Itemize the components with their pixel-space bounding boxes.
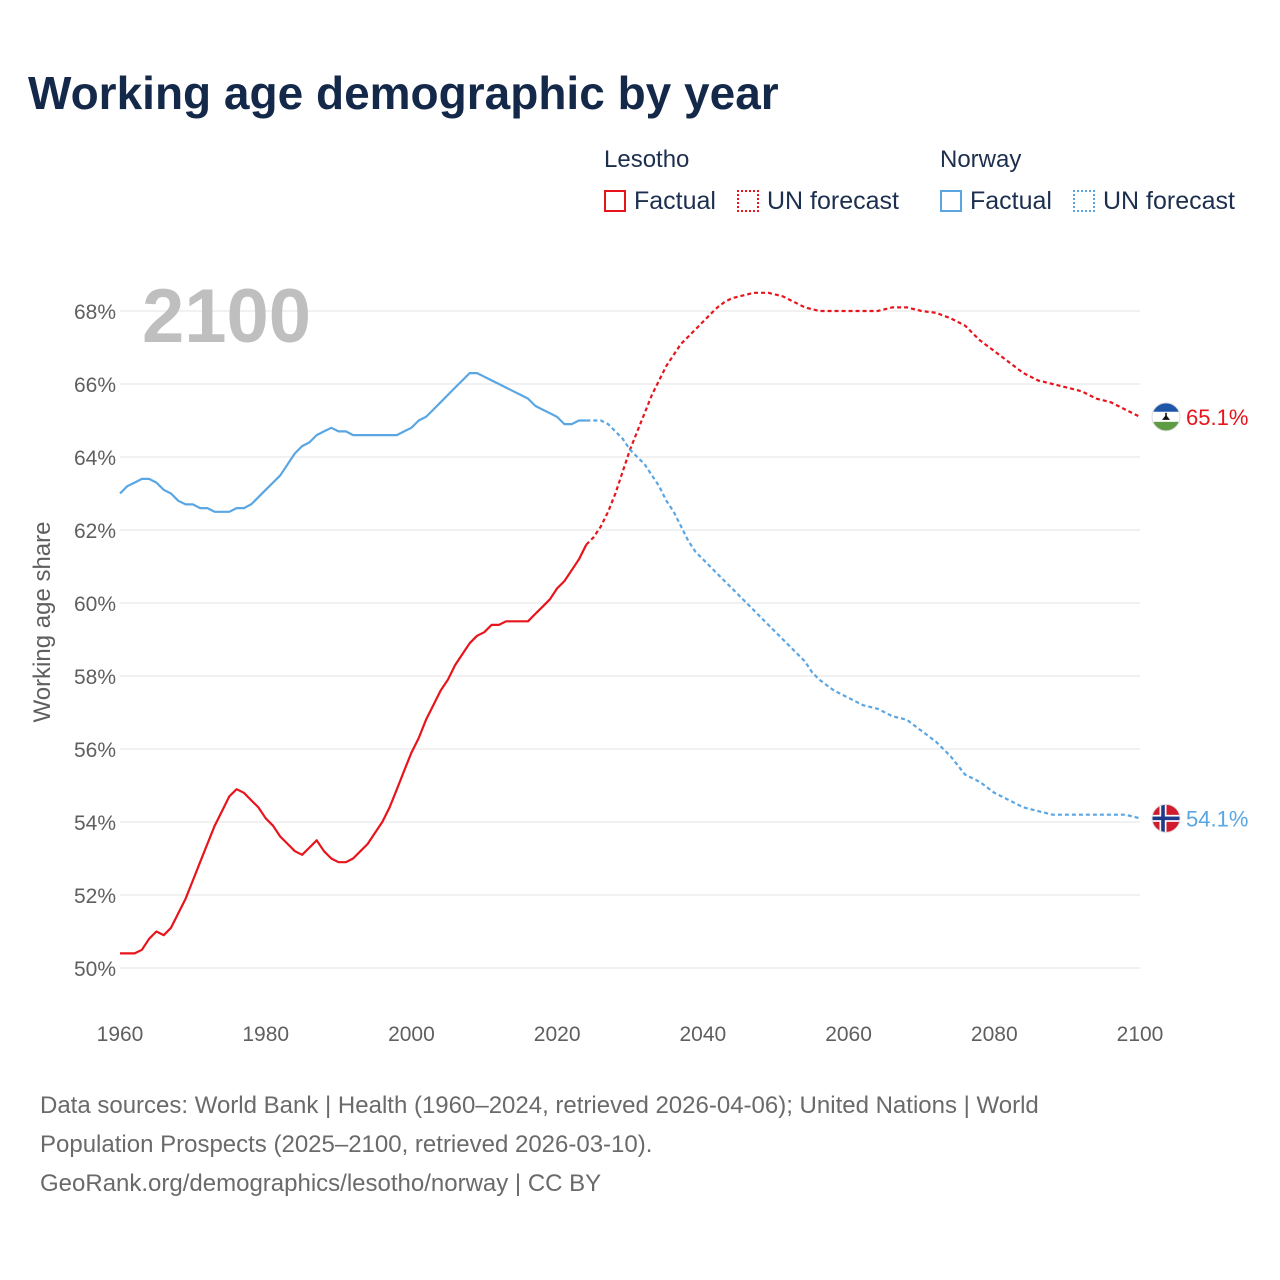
norway-end-label: 54.1% [1186,806,1248,831]
legend-lesotho-forecast[interactable]: UN forecast [737,186,899,216]
norway-factual-line[interactable] [119,372,587,513]
legend-swatch-dotted-icon [737,190,759,212]
y-tick-label: 54% [74,812,116,835]
legend-group-lesotho: Lesotho [604,146,690,173]
chart-title: Working age demographic by year [28,67,779,119]
y-axis-label: Working age share [29,522,56,723]
legend-norway-factual-label: Factual [970,186,1052,215]
legend-lesotho-factual-label: Factual [634,186,716,215]
lesotho-end-label: 65.1% [1186,405,1248,430]
y-tick-label: 68% [74,301,116,324]
footer: Data sources: World Bank | Health (1960–… [40,1086,1240,1203]
x-tick-label: 1980 [242,1023,289,1046]
footer-sources-line-2: Population Prospects (2025–2100, retriev… [40,1131,653,1158]
legend-swatch-solid-icon [604,190,626,212]
x-tick-label: 2000 [388,1023,435,1046]
footer-attribution-link[interactable]: GeoRank.org/demographics/lesotho/norway … [40,1170,602,1197]
chart: 2100 Working age share 50% 52% 54% 56% 58% 60… [29,274,1248,1046]
footer-sources-line-1: Data sources: World Bank | Health (1960–… [40,1092,1039,1119]
lesotho-flag-icon [1151,402,1181,432]
x-tick-label: 2080 [971,1023,1018,1046]
axis-ticks: 50% 52% 54% 56% 58% 60% 62% 64% 66% 68% 1960 1980 20… [74,301,1163,1046]
gridlines [120,310,1140,969]
year-overlay: 2100 [142,274,311,359]
legend-swatch-solid-icon [940,190,962,212]
norway-flag-icon [1151,803,1181,833]
legend-lesotho-factual[interactable]: Factual [604,186,716,216]
x-tick-label: 1960 [97,1023,144,1046]
legend-lesotho-forecast-label: UN forecast [767,186,899,215]
y-tick-label: 66% [74,374,116,397]
y-tick-label: 50% [74,958,116,981]
x-tick-label: 2020 [534,1023,581,1046]
x-tick-label: 2040 [679,1023,726,1046]
y-tick-label: 60% [74,593,116,616]
legend-group-norway: Norway [940,146,1022,173]
series [119,291,1141,955]
legend-norway-factual[interactable]: Factual [940,186,1052,216]
x-tick-label: 2060 [825,1023,872,1046]
legend-norway-forecast[interactable]: UN forecast [1073,186,1235,216]
y-tick-label: 56% [74,739,116,762]
y-tick-label: 58% [74,666,116,689]
end-markers: 65.1% 54.1% [1151,402,1248,833]
legend-swatch-dotted-icon [1073,190,1095,212]
lesotho-factual-line[interactable] [120,544,588,955]
y-tick-label: 62% [74,520,116,543]
norway-forecast-line[interactable] [586,419,1141,820]
x-tick-label: 2100 [1117,1023,1164,1046]
y-tick-label: 52% [74,885,116,908]
y-tick-label: 64% [74,447,116,470]
legend-norway-forecast-label: UN forecast [1103,186,1235,215]
